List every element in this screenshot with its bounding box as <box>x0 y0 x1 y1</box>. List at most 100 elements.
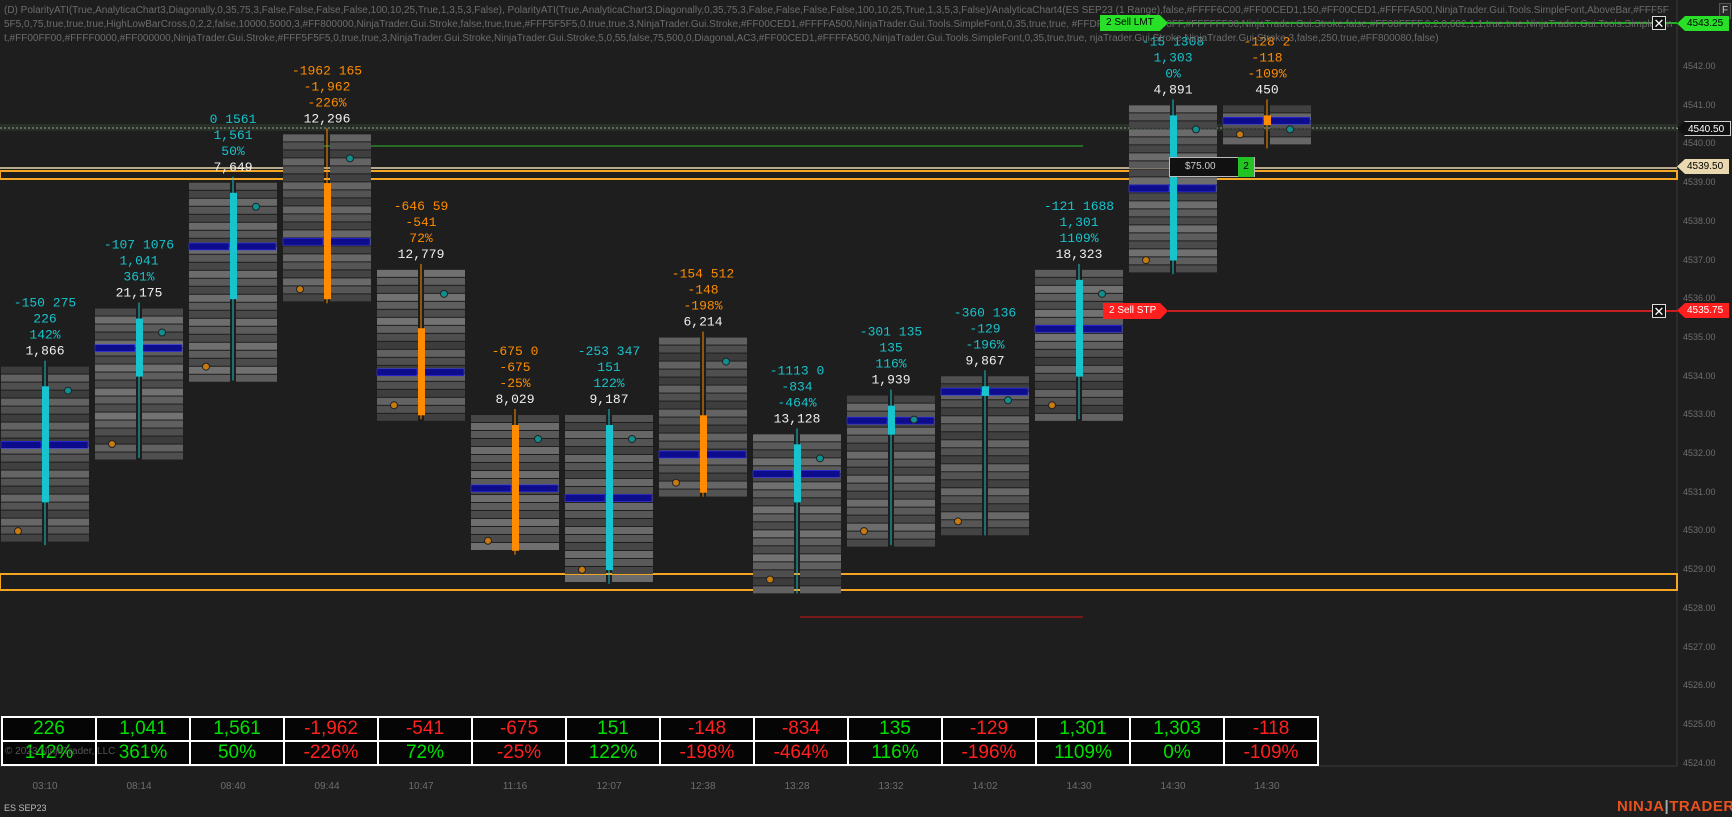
position-qty[interactable]: 2 <box>1238 157 1254 177</box>
volume-ladder-cell <box>518 502 559 510</box>
volume-ladder-cell <box>894 395 935 403</box>
sell-lmt-qty: 2 <box>1106 17 1112 28</box>
x-axis-tick: 10:47 <box>408 781 434 792</box>
volume-ladder-cell <box>1176 105 1217 113</box>
delta-stats-table: 226 1,041 1,561 -1,962 -541 -675 151 -148 -834 13… <box>1 716 1319 766</box>
volume-ladder-cell <box>659 337 700 345</box>
volume-ladder-cell <box>518 422 559 430</box>
volume-ladder-cell <box>189 318 230 326</box>
volume-ladder-cell <box>236 182 277 190</box>
poc-bar <box>940 387 982 396</box>
volume-ladder-cell <box>1129 169 1170 177</box>
close-sell-lmt-icon[interactable]: ✕ <box>1652 16 1666 31</box>
volume-ladder-cell <box>1176 265 1217 273</box>
volume-ladder-cell <box>894 491 935 499</box>
volume-ladder-cell <box>1 446 42 454</box>
volume-ladder-cell <box>48 510 89 518</box>
volume-ladder-cell <box>894 499 935 507</box>
volume-ladder-cell <box>659 473 700 481</box>
volume-ladder-cell <box>424 357 465 365</box>
volume-ladder-cell <box>471 438 512 446</box>
volume-ladder-cell <box>753 578 794 586</box>
volume-ladder-cell <box>941 464 982 472</box>
volume-ladder-cell <box>48 430 89 438</box>
volume-ladder-cell <box>1082 317 1123 325</box>
poc-bar <box>1269 116 1311 125</box>
volume-ladder-cell <box>659 457 700 465</box>
volume-ladder-cell <box>1129 113 1170 121</box>
volume-ladder-cell <box>1176 121 1217 129</box>
imbalance-dot <box>766 575 774 584</box>
volume-ladder-cell <box>659 489 700 497</box>
volume-ladder-cell <box>1035 333 1076 341</box>
volume-ladder-cell <box>847 539 888 547</box>
poc-bar <box>47 441 89 449</box>
volume-ladder-cell <box>800 546 841 554</box>
imbalance-dot <box>1236 130 1244 139</box>
bar-label-pct: -196% <box>965 337 1004 352</box>
sell-stp-label: Sell STP <box>1117 305 1157 316</box>
volume-ladder-cell <box>988 488 1029 496</box>
volume-ladder-cell <box>189 222 230 230</box>
volume-ladder-cell <box>142 436 183 444</box>
sell-stp-order[interactable]: 2 Sell STP <box>1103 303 1168 319</box>
volume-ladder-cell <box>48 518 89 526</box>
stat-cell: -148 <box>659 716 755 742</box>
volume-ladder-cell <box>753 466 794 474</box>
volume-ladder-cell <box>1223 121 1264 129</box>
bar-label-cum: 1,561 <box>213 128 252 143</box>
volume-ladder-cell <box>236 318 277 326</box>
volume-ladder-cell <box>894 539 935 547</box>
close-sell-stp-icon[interactable]: ✕ <box>1652 304 1666 319</box>
volume-ladder-cell <box>941 520 982 528</box>
volume-ladder-cell <box>48 406 89 414</box>
volume-ladder-cell <box>753 498 794 506</box>
x-axis-tick: 14:02 <box>972 781 998 792</box>
volume-ladder-cell <box>330 270 371 278</box>
volume-ladder-cell <box>142 348 183 356</box>
volume-ladder-cell <box>424 285 465 293</box>
volume-ladder-cell <box>95 316 136 324</box>
volume-ladder-cell <box>471 494 512 502</box>
position-pnl[interactable]: $75.00 <box>1169 157 1255 177</box>
volume-ladder-cell <box>1082 405 1123 413</box>
sell-lmt-order[interactable]: 2 Sell LMT <box>1100 15 1168 31</box>
volume-ladder-cell <box>847 459 888 467</box>
y-axis-tick: 4539.00 <box>1683 177 1716 188</box>
imbalance-dot <box>1286 125 1294 134</box>
imbalance-dot <box>910 415 918 424</box>
volume-ladder-cell <box>1176 137 1217 145</box>
stat-cell: 151 <box>565 716 661 742</box>
volume-ladder-cell <box>377 325 418 333</box>
volume-ladder-cell <box>706 377 747 385</box>
poc-bar <box>611 494 653 502</box>
volume-ladder-cell <box>988 528 1029 536</box>
volume-ladder-cell <box>1176 193 1217 201</box>
volume-ladder-cell <box>1129 153 1170 161</box>
volume-ladder-cell <box>142 444 183 452</box>
volume-ladder-cell <box>330 294 371 302</box>
volume-ladder-cell <box>800 506 841 514</box>
poc-bar <box>141 344 183 352</box>
volume-ladder-cell <box>612 518 653 526</box>
volume-ladder-cell <box>800 538 841 546</box>
volume-ladder-cell <box>377 301 418 309</box>
poc-bar <box>752 470 794 478</box>
bar-label-cum: -834 <box>781 379 812 394</box>
volume-ladder-cell <box>236 342 277 350</box>
volume-ladder-cell <box>142 388 183 396</box>
volume-ladder-cell <box>518 526 559 534</box>
volume-ladder-cell <box>236 270 277 278</box>
volume-ladder-cell <box>659 465 700 473</box>
volume-ladder-cell <box>471 446 512 454</box>
volume-ladder-cell <box>565 550 606 558</box>
candle-body <box>324 183 331 300</box>
candle-body <box>794 444 801 503</box>
volume-ladder-cell <box>706 489 747 497</box>
volume-ladder-cell <box>518 542 559 550</box>
volume-ladder-cell <box>941 400 982 408</box>
volume-ladder-cell <box>1035 269 1076 277</box>
stat-cell: -675 <box>471 716 567 742</box>
volume-ladder-cell <box>706 425 747 433</box>
